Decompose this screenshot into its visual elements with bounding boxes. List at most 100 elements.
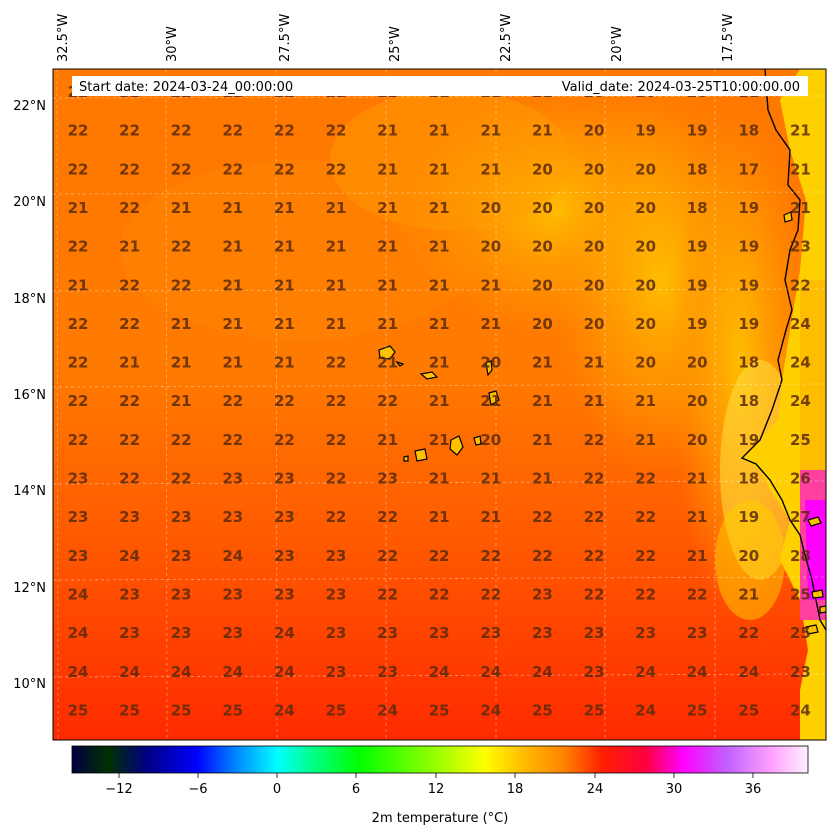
grid-value-label: 25 <box>790 585 811 603</box>
grid-value-label: 22 <box>635 508 656 526</box>
grid-value-label: 23 <box>171 508 192 526</box>
colorbar-tick-label: 12 <box>428 782 445 797</box>
grid-value-label: 22 <box>119 122 140 140</box>
lat-label: 18°N <box>13 292 46 307</box>
grid-value-label: 23 <box>274 470 295 488</box>
grid-value-label: 25 <box>119 701 140 719</box>
grid-value-label: 21 <box>377 238 398 256</box>
lon-label: 25°W <box>388 26 403 62</box>
grid-value-label: 20 <box>635 238 656 256</box>
grid-value-label: 22 <box>326 354 347 372</box>
grid-value-label: 21 <box>480 392 501 410</box>
lat-label: 14°N <box>13 484 46 499</box>
grid-value-label: 19 <box>687 122 708 140</box>
grid-value-label: 25 <box>222 701 243 719</box>
colorbar-tick-label: −6 <box>188 782 207 797</box>
grid-value-label: 20 <box>532 315 553 333</box>
grid-value-label: 22 <box>635 585 656 603</box>
grid-value-label: 22 <box>326 160 347 178</box>
grid-value-label: 24 <box>171 663 192 681</box>
grid-value-label: 22 <box>584 431 605 449</box>
grid-value-label: 22 <box>480 547 501 565</box>
grid-value-label: 21 <box>222 354 243 372</box>
grid-value-label: 19 <box>687 276 708 294</box>
grid-value-label: 18 <box>738 354 759 372</box>
grid-value-label: 21 <box>584 354 605 372</box>
grid-value-label: 22 <box>635 470 656 488</box>
grid-value-label: 21 <box>429 122 450 140</box>
grid-value-label: 22 <box>171 276 192 294</box>
grid-value-label: 24 <box>68 585 89 603</box>
grid-value-label: 21 <box>584 392 605 410</box>
grid-value-label: 22 <box>171 470 192 488</box>
grid-value-label: 23 <box>635 624 656 642</box>
grid-value-label: 21 <box>68 276 89 294</box>
grid-value-label: 21 <box>480 315 501 333</box>
grid-value-label: 21 <box>480 276 501 294</box>
colorbar-tick-label: 36 <box>745 782 762 797</box>
grid-value-label: 22 <box>68 238 89 256</box>
grid-value-label: 22 <box>532 508 553 526</box>
grid-value-label: 23 <box>171 547 192 565</box>
grid-value-label: 20 <box>687 354 708 372</box>
lat-label: 12°N <box>13 581 46 596</box>
grid-value-label: 22 <box>584 547 605 565</box>
grid-value-label: 21 <box>532 431 553 449</box>
grid-value-label: 20 <box>687 392 708 410</box>
colorbar: −12 −6 0 6 12 18 24 30 36 2m temperature (°C) <box>71 745 809 826</box>
grid-value-label: 20 <box>635 276 656 294</box>
grid-value-label: 22 <box>532 547 553 565</box>
map-frame <box>52 68 827 741</box>
grid-value-label: 22 <box>274 392 295 410</box>
grid-value-label: 21 <box>274 315 295 333</box>
colorbar-tick-label: 0 <box>273 782 281 797</box>
grid-value-label: 22 <box>584 585 605 603</box>
grid-value-label: 22 <box>377 392 398 410</box>
colorbar-ticks: −12 −6 0 6 12 18 24 30 36 <box>105 773 761 797</box>
lon-label: 30°W <box>165 26 180 62</box>
lon-label: 32.5°W <box>56 14 71 62</box>
colorbar-tick-label: 30 <box>666 782 683 797</box>
grid-value-label: 22 <box>274 160 295 178</box>
grid-value-label: 22 <box>635 547 656 565</box>
grid-value-label: 23 <box>68 547 89 565</box>
grid-value-label: 25 <box>171 701 192 719</box>
grid-value-label: 21 <box>222 276 243 294</box>
grid-value-label: 23 <box>119 585 140 603</box>
grid-value-label: 22 <box>377 585 398 603</box>
grid-value-label: 22 <box>68 160 89 178</box>
grid-value-label: 22 <box>222 431 243 449</box>
grid-value-label: 21 <box>171 199 192 217</box>
grid-value-label: 22 <box>119 160 140 178</box>
grid-value-label: 20 <box>635 354 656 372</box>
grid-value-label: 24 <box>790 392 811 410</box>
grid-value-label: 20 <box>635 199 656 217</box>
grid-value-label: 23 <box>326 624 347 642</box>
grid-value-label: 22 <box>222 122 243 140</box>
grid-value-label: 22 <box>584 470 605 488</box>
grid-value-label: 28 <box>790 547 811 565</box>
grid-value-label: 21 <box>480 160 501 178</box>
grid-value-label: 20 <box>738 547 759 565</box>
grid-value-label: 21 <box>532 354 553 372</box>
grid-value-label: 22 <box>480 585 501 603</box>
graticule <box>53 69 826 740</box>
grid-value-label: 18 <box>738 470 759 488</box>
lon-label: 27.5°W <box>278 14 293 62</box>
grid-value-label: 25 <box>429 701 450 719</box>
grid-value-label: 21 <box>429 470 450 488</box>
grid-value-label: 20 <box>584 238 605 256</box>
grid-value-label: 23 <box>326 585 347 603</box>
grid-value-label: 23 <box>119 624 140 642</box>
grid-value-label: 23 <box>222 585 243 603</box>
grid-value-label: 21 <box>429 276 450 294</box>
grid-value-label: 22 <box>429 547 450 565</box>
grid-value-label: 21 <box>635 392 656 410</box>
grid-value-label: 23 <box>274 585 295 603</box>
grid-value-label: 20 <box>635 315 656 333</box>
grid-value-label: 26 <box>790 470 811 488</box>
grid-value-label: 27 <box>790 508 811 526</box>
grid-value-label: 17 <box>738 160 759 178</box>
lat-label: 20°N <box>13 195 46 210</box>
grid-value-label: 22 <box>326 508 347 526</box>
